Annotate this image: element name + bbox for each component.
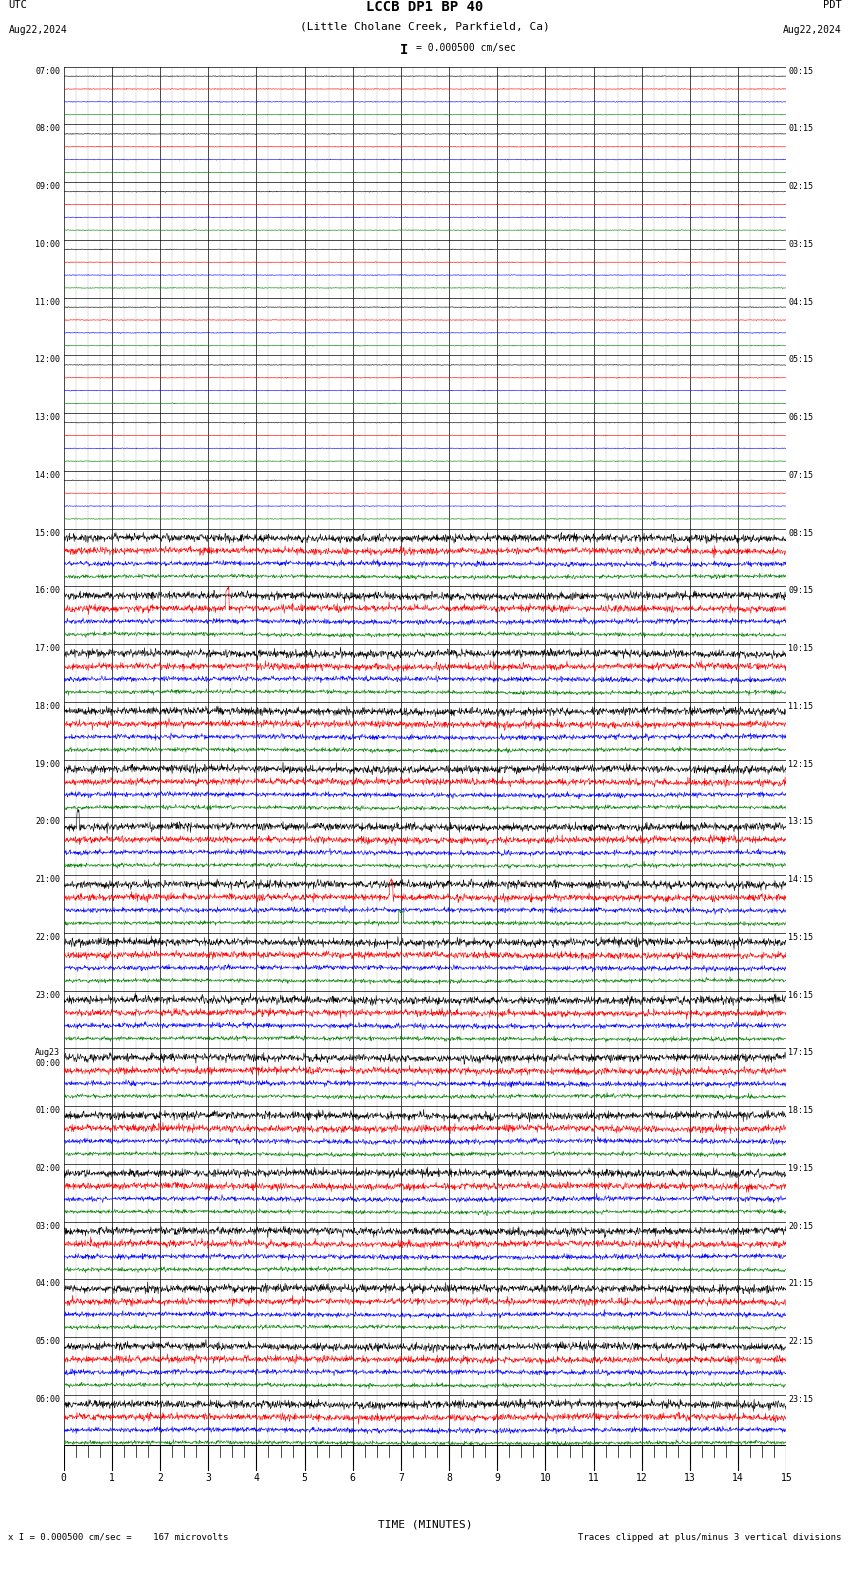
Text: (Little Cholane Creek, Parkfield, Ca): (Little Cholane Creek, Parkfield, Ca) xyxy=(300,21,550,32)
Text: 15:15: 15:15 xyxy=(789,933,813,942)
Text: 11: 11 xyxy=(587,1473,599,1483)
Text: 12:15: 12:15 xyxy=(789,759,813,768)
Text: 13:15: 13:15 xyxy=(789,817,813,827)
Text: 09:00: 09:00 xyxy=(35,182,60,192)
Text: Aug22,2024: Aug22,2024 xyxy=(783,25,842,35)
Text: 18:15: 18:15 xyxy=(789,1106,813,1115)
Text: 13: 13 xyxy=(684,1473,696,1483)
Text: 7: 7 xyxy=(398,1473,404,1483)
Text: 08:00: 08:00 xyxy=(35,124,60,133)
Text: 17:15: 17:15 xyxy=(789,1049,813,1057)
Text: 03:15: 03:15 xyxy=(789,239,813,249)
Text: = 0.000500 cm/sec: = 0.000500 cm/sec xyxy=(416,43,516,54)
Text: 05:15: 05:15 xyxy=(789,355,813,364)
Text: 20:00: 20:00 xyxy=(35,817,60,827)
Text: 03:00: 03:00 xyxy=(35,1221,60,1231)
Text: 15: 15 xyxy=(780,1473,792,1483)
Text: 21:15: 21:15 xyxy=(789,1280,813,1288)
Text: 00:00: 00:00 xyxy=(35,1058,60,1068)
Text: 14:00: 14:00 xyxy=(35,470,60,480)
Text: 21:00: 21:00 xyxy=(35,874,60,884)
Text: 08:15: 08:15 xyxy=(789,529,813,537)
Text: 09:15: 09:15 xyxy=(789,586,813,596)
Text: 04:00: 04:00 xyxy=(35,1280,60,1288)
Text: 6: 6 xyxy=(350,1473,355,1483)
Text: 04:15: 04:15 xyxy=(789,298,813,307)
Text: 8: 8 xyxy=(446,1473,452,1483)
Text: Aug23: Aug23 xyxy=(35,1049,60,1057)
Text: 11:00: 11:00 xyxy=(35,298,60,307)
Text: 18:00: 18:00 xyxy=(35,702,60,711)
Text: 01:15: 01:15 xyxy=(789,124,813,133)
Text: 00:15: 00:15 xyxy=(789,67,813,76)
Text: 0: 0 xyxy=(61,1473,66,1483)
Text: LCCB DP1 BP 40: LCCB DP1 BP 40 xyxy=(366,0,484,14)
Text: 07:15: 07:15 xyxy=(789,470,813,480)
Text: 19:00: 19:00 xyxy=(35,759,60,768)
Text: 2: 2 xyxy=(157,1473,163,1483)
Text: x I = 0.000500 cm/sec =    167 microvolts: x I = 0.000500 cm/sec = 167 microvolts xyxy=(8,1533,229,1541)
Text: 13:00: 13:00 xyxy=(35,413,60,421)
Text: 12: 12 xyxy=(636,1473,648,1483)
Text: 17:00: 17:00 xyxy=(35,645,60,653)
Text: 1: 1 xyxy=(109,1473,115,1483)
Text: 02:15: 02:15 xyxy=(789,182,813,192)
Text: I: I xyxy=(400,43,408,57)
Text: 22:15: 22:15 xyxy=(789,1337,813,1346)
Text: 5: 5 xyxy=(302,1473,308,1483)
Text: 14:15: 14:15 xyxy=(789,874,813,884)
Text: 05:00: 05:00 xyxy=(35,1337,60,1346)
Text: Traces clipped at plus/minus 3 vertical divisions: Traces clipped at plus/minus 3 vertical … xyxy=(578,1533,842,1541)
Text: 16:00: 16:00 xyxy=(35,586,60,596)
Text: 10: 10 xyxy=(540,1473,552,1483)
Text: 3: 3 xyxy=(206,1473,211,1483)
Text: Aug22,2024: Aug22,2024 xyxy=(8,25,67,35)
Text: PDT: PDT xyxy=(823,0,842,10)
Text: 15:00: 15:00 xyxy=(35,529,60,537)
Text: UTC: UTC xyxy=(8,0,27,10)
Text: 23:00: 23:00 xyxy=(35,990,60,1000)
Text: 23:15: 23:15 xyxy=(789,1396,813,1403)
Text: 10:00: 10:00 xyxy=(35,239,60,249)
Text: 07:00: 07:00 xyxy=(35,67,60,76)
Text: 22:00: 22:00 xyxy=(35,933,60,942)
Text: 11:15: 11:15 xyxy=(789,702,813,711)
Text: 01:00: 01:00 xyxy=(35,1106,60,1115)
Text: 06:15: 06:15 xyxy=(789,413,813,421)
Text: TIME (MINUTES): TIME (MINUTES) xyxy=(377,1519,473,1530)
Text: 12:00: 12:00 xyxy=(35,355,60,364)
Text: 06:00: 06:00 xyxy=(35,1396,60,1403)
Text: 16:15: 16:15 xyxy=(789,990,813,1000)
Text: 14: 14 xyxy=(732,1473,744,1483)
Text: 19:15: 19:15 xyxy=(789,1164,813,1172)
Text: 20:15: 20:15 xyxy=(789,1221,813,1231)
Text: 4: 4 xyxy=(253,1473,259,1483)
Text: 02:00: 02:00 xyxy=(35,1164,60,1172)
Text: 9: 9 xyxy=(495,1473,500,1483)
Text: 10:15: 10:15 xyxy=(789,645,813,653)
